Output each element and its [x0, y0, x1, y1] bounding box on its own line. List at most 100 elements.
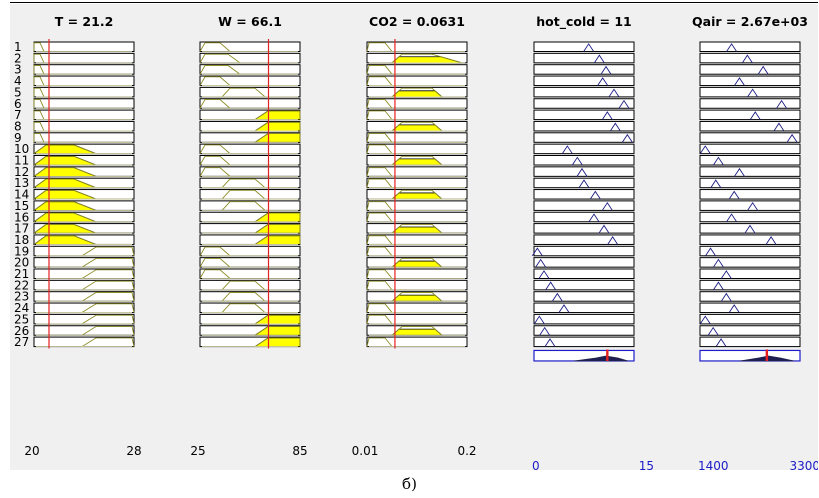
rule-box-5-23 — [699, 291, 801, 302]
membership-function-3-14 — [391, 189, 443, 200]
rule-box-3-21 — [366, 268, 468, 279]
rule-box-5-24 — [699, 302, 801, 314]
membership-function-2-2 — [199, 53, 241, 64]
rule-number-12: 12 — [14, 165, 29, 179]
membership-function-2-19 — [199, 246, 231, 257]
rule-box-5-17 — [699, 223, 801, 234]
membership-function-3-21 — [366, 269, 393, 279]
rule-box-2-10 — [199, 143, 301, 155]
membership-function-3-19 — [366, 246, 393, 257]
rule-number-23: 23 — [14, 290, 29, 304]
rule-box-4-10 — [533, 143, 635, 155]
rule-box-2-21 — [199, 268, 301, 279]
output-membership-5-22 — [713, 281, 724, 291]
axis-max-1: 28 — [126, 444, 141, 458]
output-membership-5-12 — [734, 167, 745, 177]
rule-box-3-9 — [366, 132, 468, 143]
output-membership-4-12 — [576, 167, 588, 177]
membership-function-2-4 — [199, 76, 231, 86]
output-membership-5-13 — [710, 179, 722, 188]
membership-function-2-7 — [254, 110, 301, 120]
output-membership-5-9 — [786, 133, 798, 143]
membership-function-1-25 — [81, 314, 135, 325]
membership-function-3-16 — [366, 212, 393, 223]
output-membership-5-8 — [773, 122, 785, 132]
axis-max-4: 15 — [639, 459, 654, 470]
membership-function-3-22 — [366, 280, 393, 291]
membership-function-2-6 — [199, 99, 231, 109]
output-membership-4-5 — [608, 88, 620, 98]
output-membership-4-17 — [598, 224, 610, 234]
rule-number-16: 16 — [14, 210, 29, 224]
rule-box-5-6 — [699, 98, 801, 109]
output-membership-5-17 — [744, 224, 756, 234]
activation-fill-3-14 — [390, 192, 444, 200]
output-membership-4-20 — [535, 258, 547, 268]
rule-box-4-26 — [533, 325, 635, 336]
rule-box-4-14 — [533, 189, 635, 200]
output-membership-4-24 — [558, 304, 570, 313]
output-membership-4-7 — [601, 111, 613, 120]
rule-box-3-4 — [366, 75, 468, 87]
output-membership-4-9 — [621, 133, 633, 143]
rule-box-4-27 — [533, 336, 635, 348]
output-membership-4-3 — [600, 65, 612, 75]
rule-box-5-1 — [699, 41, 801, 52]
rule-box-4-24 — [533, 302, 635, 314]
membership-function-3-26 — [391, 326, 443, 336]
rule-box-4-4 — [533, 75, 635, 87]
rule-box-5-12 — [699, 166, 801, 177]
rule-box-3-7 — [366, 109, 468, 121]
output-membership-5-21 — [720, 270, 732, 279]
rule-box-5-7 — [699, 109, 801, 121]
membership-function-2-23 — [221, 292, 266, 302]
rule-viewer-figure: 1 2 3 4 5 6 7 8 9 10 11 12 13 14 15 16 17 18 19 20 21 22 23 24 2… — [10, 4, 818, 470]
output-membership-4-27 — [544, 338, 556, 347]
output-membership-5-4 — [734, 77, 745, 86]
output-membership-4-25 — [533, 315, 545, 325]
membership-function-3-9 — [366, 133, 393, 143]
rule-number-27: 27 — [14, 335, 29, 349]
rule-box-2-5 — [199, 86, 301, 98]
membership-function-3-18 — [366, 235, 393, 245]
output-membership-5-14 — [728, 190, 740, 200]
output-membership-5-18 — [765, 236, 777, 245]
rule-box-2-12 — [199, 166, 301, 177]
rule-number-5: 5 — [14, 85, 22, 99]
rule-box-3-15 — [366, 200, 468, 211]
rule-box-4-22 — [533, 279, 635, 291]
membership-function-3-15 — [366, 201, 393, 211]
membership-function-3-7 — [366, 110, 393, 120]
rule-number-21: 21 — [14, 267, 29, 281]
membership-function-1-9 — [33, 133, 45, 143]
rule-number-18: 18 — [14, 233, 29, 247]
membership-function-1-22 — [81, 280, 135, 291]
rule-box-2-6 — [199, 98, 301, 109]
rule-box-3-16 — [366, 211, 468, 223]
output-membership-4-15 — [601, 201, 613, 211]
membership-function-1-4 — [33, 76, 45, 86]
membership-function-2-8 — [254, 121, 301, 132]
output-membership-5-25 — [699, 315, 711, 325]
rule-viewer-canvas: 1234567891011121314151617181920212223242… — [14, 14, 818, 470]
rule-box-5-10 — [699, 143, 801, 155]
output-membership-4-14 — [589, 190, 601, 200]
rule-number-2: 2 — [14, 51, 22, 65]
rule-number-15: 15 — [14, 199, 29, 213]
membership-function-3-23 — [391, 292, 443, 302]
output-membership-5-1 — [726, 43, 737, 52]
rule-box-4-19 — [533, 245, 635, 257]
output-membership-5-6 — [776, 99, 787, 109]
column-title-5: Qair = 2.67e+03 — [692, 14, 808, 29]
rule-box-4-2 — [533, 52, 635, 64]
membership-function-2-1 — [199, 42, 231, 52]
rule-box-5-8 — [699, 120, 801, 132]
rule-number-11: 11 — [14, 154, 29, 168]
rule-box-2-1 — [199, 41, 301, 52]
output-membership-5-27 — [715, 338, 727, 347]
output-membership-5-3 — [757, 65, 769, 75]
rule-box-5-11 — [699, 155, 801, 166]
rule-box-3-1 — [366, 41, 468, 52]
membership-function-3-13 — [366, 178, 393, 188]
membership-function-1-12 — [33, 167, 97, 177]
